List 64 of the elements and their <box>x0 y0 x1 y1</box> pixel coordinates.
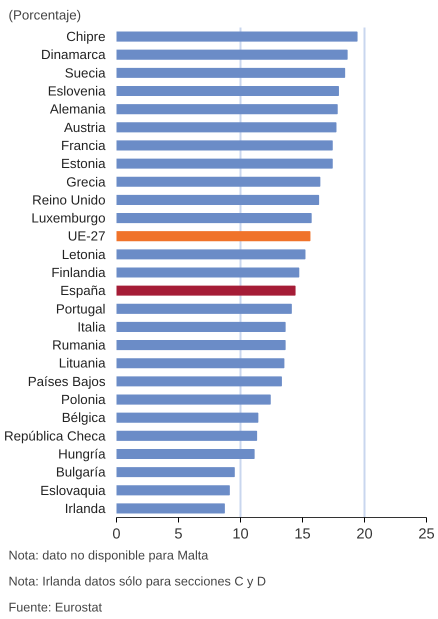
y-tick-label: Finlandia <box>51 265 106 280</box>
bar <box>116 430 258 441</box>
y-tick-label: Eslovenia <box>48 84 106 99</box>
y-tick-label: Eslovaquia <box>40 482 106 498</box>
y-tick-label: UE-27 <box>68 228 106 244</box>
bar <box>116 448 255 460</box>
y-tick-label: Suecia <box>64 65 106 80</box>
y-tick-label: Chipre <box>66 29 106 44</box>
y-tick-label: España <box>60 283 106 298</box>
bar <box>116 503 225 514</box>
y-tick-label: Italia <box>77 319 106 334</box>
bar <box>116 286 296 296</box>
chart-title: (Porcentaje) <box>8 8 82 22</box>
bar <box>116 412 258 423</box>
source-note: Fuente: Eurostat <box>8 600 103 614</box>
bar <box>116 68 346 78</box>
bar <box>116 249 306 260</box>
y-tick-label: Polonia <box>61 392 106 408</box>
text: Nota: dato no disponible para Malta <box>8 548 210 562</box>
bar <box>116 358 284 368</box>
bar <box>116 467 235 478</box>
bar <box>116 231 310 242</box>
bar <box>116 140 333 150</box>
y-tick-label: Austria <box>64 120 106 135</box>
y-tick-label: Rumania <box>52 338 106 353</box>
x-tick-label: 20 <box>356 526 373 542</box>
bar <box>116 158 333 169</box>
x-tick-label: 0 <box>112 526 121 542</box>
x-tick-label: 25 <box>418 526 435 542</box>
y-tick-label: Letonia <box>62 246 106 262</box>
bar <box>116 485 230 496</box>
y-tick-label: Bulgaría <box>56 464 106 480</box>
bar <box>116 122 336 132</box>
y-tick-label: Reino Unido <box>32 192 106 208</box>
x-tick-label: 15 <box>294 526 311 542</box>
bar <box>116 267 300 278</box>
x-tick-label: 5 <box>174 526 183 542</box>
bar <box>116 322 286 332</box>
y-tick-label: Irlanda <box>64 500 106 516</box>
y-tick-label: República Checa <box>4 428 106 444</box>
bar <box>116 340 286 350</box>
y-tick-label: Lituania <box>58 356 106 371</box>
y-tick-label: Estonia <box>61 156 106 172</box>
text: Nota: Irlanda datos sólo para secciones C y D <box>8 574 266 588</box>
bar <box>116 376 282 386</box>
bar <box>116 304 292 314</box>
bar <box>116 86 339 96</box>
bar <box>116 194 320 205</box>
y-tick-label: Francia <box>61 138 106 153</box>
bar <box>116 176 320 187</box>
y-tick-label: Países Bajos <box>28 374 106 389</box>
x-tick-label: 10 <box>232 526 249 542</box>
y-tick-label: Luxemburgo <box>31 210 106 226</box>
bar <box>116 104 338 114</box>
y-tick-label: Hungría <box>58 446 106 462</box>
y-tick-label: Bélgica <box>62 410 106 426</box>
y-tick-label: Alemania <box>50 102 106 117</box>
bar <box>116 394 271 405</box>
y-tick-label: Dinamarca <box>41 47 106 62</box>
bar <box>116 32 358 42</box>
y-tick-label: Grecia <box>66 174 106 190</box>
y-tick-label: Portugal <box>56 301 106 316</box>
bar <box>116 213 312 224</box>
bar <box>116 50 348 60</box>
